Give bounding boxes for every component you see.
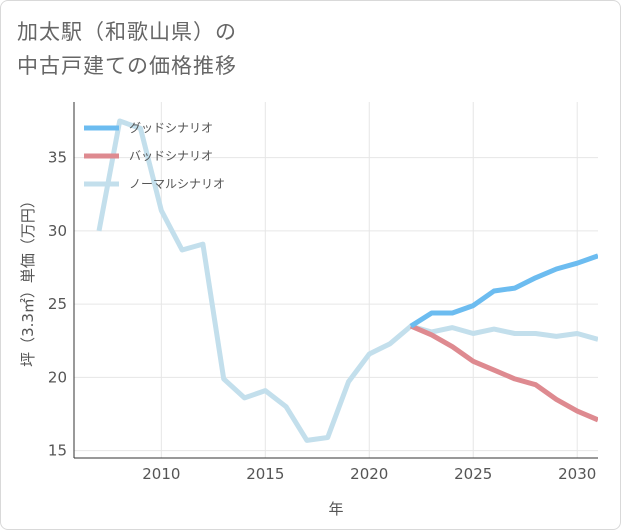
y-axis-title: 坪（3.3㎡）単価（万円） — [19, 193, 37, 367]
legend-label-2: ノーマルシナリオ — [129, 177, 225, 191]
chart-title: 加太駅（和歌山県）の 中古戸建ての価格推移 — [17, 15, 237, 83]
plot-area — [96, 118, 598, 443]
y-tick-label-30: 30 — [48, 222, 67, 240]
y-tick-label-25: 25 — [48, 295, 67, 313]
x-tick-label-2030: 2030 — [558, 465, 596, 483]
title-line-2: 中古戸建ての価格推移 — [17, 54, 237, 78]
axes: 2010 2015 2020 2025 20301520253035年坪（3.3㎡）単価… — [19, 102, 598, 518]
title-line-1: 加太駅（和歌山県）の — [17, 20, 237, 44]
y-tick-label-15: 15 — [48, 442, 67, 460]
y-tick-label-35: 35 — [48, 149, 67, 167]
y-tick-label-20: 20 — [48, 368, 67, 386]
legend-label-1: バッドシナリオ — [129, 149, 213, 163]
grid-lines — [74, 102, 598, 458]
x-tick-label-2020: 2020 — [350, 465, 388, 483]
x-tick-label-2025: 2025 — [454, 465, 492, 483]
x-tick-label-2015: 2015 — [246, 465, 284, 483]
series-line-0 — [409, 253, 598, 329]
series-line-2 — [96, 118, 598, 443]
x-axis-title: 年 — [328, 500, 343, 518]
x-tick-label-2010: 2010 — [142, 465, 180, 483]
series-line-1 — [409, 323, 598, 423]
legend-label-0: グッドシナリオ — [129, 121, 213, 135]
